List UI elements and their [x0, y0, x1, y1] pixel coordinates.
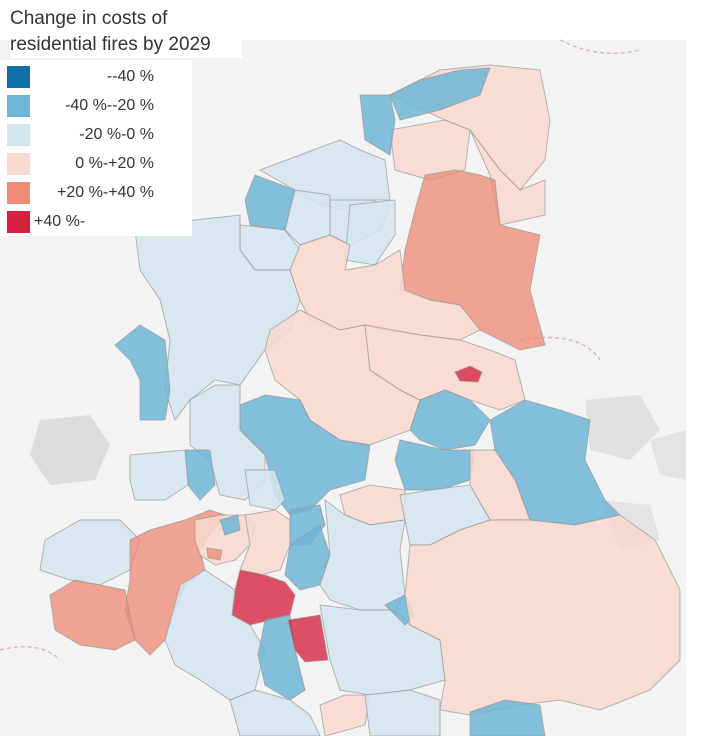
region[interactable] — [469, 699, 546, 736]
legend-label: --40 % — [106, 68, 154, 85]
legend-box: --40 % -40 %--20 % -20 %-0 % 0 %-+20 % +… — [0, 60, 192, 236]
region[interactable] — [49, 579, 136, 651]
region[interactable] — [389, 67, 491, 121]
legend-item[interactable]: -40 %--20 % — [0, 93, 192, 117]
urban-area — [585, 395, 660, 460]
legend-swatch — [7, 124, 30, 146]
region[interactable] — [239, 509, 291, 576]
region[interactable] — [206, 547, 223, 561]
legend-swatch — [7, 182, 30, 204]
region[interactable] — [364, 689, 441, 736]
urban-area — [30, 415, 110, 485]
legend-item[interactable]: 0 %-+20 % — [0, 151, 192, 175]
region[interactable] — [404, 514, 681, 716]
legend-swatch — [7, 66, 30, 88]
urban-area — [650, 430, 686, 480]
region[interactable] — [114, 324, 171, 421]
legend-swatch — [7, 95, 30, 117]
region[interactable] — [229, 689, 321, 736]
region[interactable] — [287, 614, 329, 663]
legend-item[interactable]: +40 %- — [0, 209, 192, 233]
legend-label: -40 %--20 % — [65, 97, 154, 114]
legend-label: +40 %- — [34, 213, 86, 230]
national-border — [0, 39, 641, 661]
region[interactable] — [219, 514, 241, 536]
region[interactable] — [244, 469, 286, 511]
region[interactable] — [164, 569, 266, 701]
region[interactable] — [364, 324, 526, 411]
legend-label: 0 %-+20 % — [75, 155, 154, 172]
legend-label: +20 %-+40 % — [57, 184, 154, 201]
map-title: Change in costs of residential fires by … — [10, 6, 242, 58]
region[interactable] — [389, 119, 471, 181]
region[interactable] — [409, 389, 491, 451]
region[interactable] — [129, 449, 189, 501]
region[interactable] — [394, 439, 476, 491]
region[interactable] — [359, 94, 396, 156]
regions-layer[interactable] — [39, 64, 681, 736]
region[interactable] — [134, 214, 301, 422]
legend-swatch — [7, 153, 30, 175]
legend-swatch — [7, 211, 30, 233]
region[interactable] — [244, 174, 296, 231]
legend-label: -20 %-0 % — [79, 126, 154, 143]
legend-item[interactable]: +20 %-+40 % — [0, 180, 192, 204]
legend-item[interactable]: -20 %-0 % — [0, 122, 192, 146]
legend-item[interactable]: --40 % — [0, 64, 192, 88]
region[interactable] — [454, 365, 483, 383]
